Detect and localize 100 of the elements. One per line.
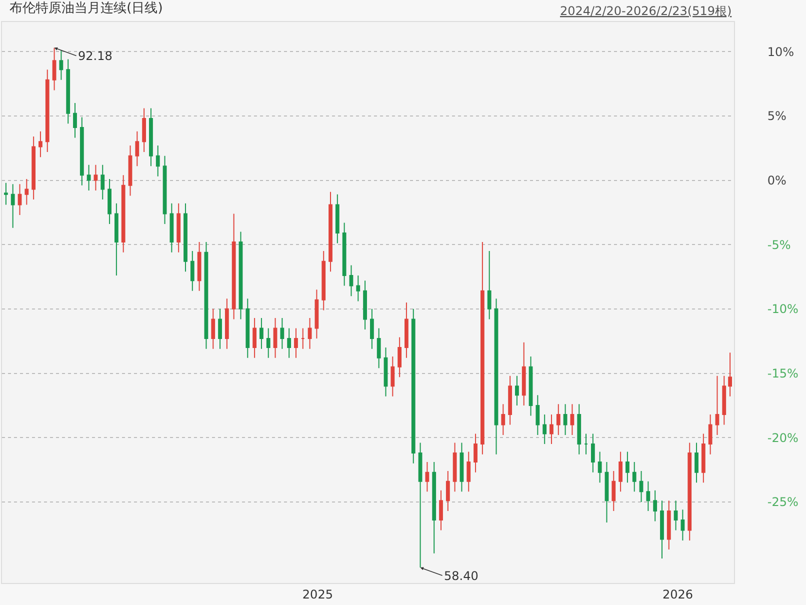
candlestick	[528, 356, 533, 416]
candlestick	[370, 308, 374, 350]
candlestick	[197, 242, 202, 292]
candlestick	[632, 462, 636, 492]
candlestick	[224, 298, 229, 350]
candlestick	[349, 264, 354, 297]
candlestick	[460, 442, 464, 492]
candlestick	[432, 462, 436, 554]
candlestick	[335, 194, 340, 244]
candlestick	[577, 404, 582, 455]
candlestick	[176, 202, 181, 253]
y-tick-label: -5%	[767, 238, 791, 252]
candlestick	[494, 298, 498, 455]
candlestick	[639, 470, 644, 502]
candlestick	[246, 298, 250, 358]
chart-subtitle: 2024/2/20-2026/2/23(519根)	[560, 4, 732, 18]
candlestick	[328, 191, 332, 272]
candlestick	[128, 145, 132, 196]
candlestick	[314, 289, 319, 340]
candlestick	[287, 328, 292, 358]
candlestick	[666, 500, 671, 550]
candlestick	[342, 222, 346, 286]
candlestick	[570, 404, 574, 436]
candlestick	[452, 442, 457, 492]
candlestick	[508, 375, 512, 426]
candlestick	[66, 58, 70, 124]
candlestick	[156, 145, 160, 177]
annotation: 92.18	[78, 49, 112, 63]
candlestick	[474, 433, 478, 473]
candlestick	[701, 433, 706, 484]
candlestick	[10, 184, 15, 228]
candlestick	[260, 317, 264, 350]
candlestick	[612, 470, 616, 512]
candlestick	[446, 470, 450, 512]
y-tick-label: -20%	[767, 430, 798, 445]
candlestick	[674, 500, 678, 531]
candlestick	[384, 347, 388, 397]
candlestick	[688, 442, 692, 542]
chart-title: 布伦特原油当月连续(日线)	[10, 1, 163, 16]
candlestick	[439, 490, 443, 531]
candlestick	[149, 108, 153, 167]
candlestick	[218, 308, 222, 350]
y-tick-label: -10%	[767, 302, 798, 316]
candlestick	[24, 178, 29, 206]
candlestick	[204, 242, 208, 350]
candlestick	[322, 250, 326, 311]
candlestick	[563, 404, 568, 436]
candlestick	[280, 317, 284, 350]
candlestick	[376, 328, 381, 369]
y-tick-label: 10%	[767, 44, 794, 59]
candlestick	[536, 394, 540, 436]
annotation: 58.40	[444, 569, 478, 583]
candlestick	[184, 202, 188, 272]
candlestick	[170, 202, 174, 253]
candlestick	[300, 328, 305, 350]
candlestick	[80, 116, 84, 186]
candlestick	[694, 442, 698, 484]
candlestick	[38, 130, 42, 158]
candlestick	[32, 136, 36, 200]
candlestick	[542, 414, 547, 445]
candlestick	[73, 102, 77, 138]
candlestick	[653, 490, 658, 522]
candlestick	[660, 500, 664, 560]
candlestick	[4, 182, 8, 206]
candlestick	[515, 375, 519, 406]
candlestick	[135, 130, 140, 167]
candlestick	[522, 342, 526, 406]
candlestick	[480, 242, 484, 455]
candlestick	[252, 317, 256, 358]
candlestick	[308, 317, 312, 350]
candlestick	[425, 462, 430, 492]
candlestick	[584, 433, 588, 455]
candlestick	[114, 202, 118, 276]
candlestick	[45, 69, 50, 152]
y-tick-label: -15%	[767, 366, 798, 380]
candlestick	[715, 375, 720, 436]
candlestick	[121, 174, 126, 253]
candlestick	[94, 164, 98, 192]
candlestick	[18, 184, 22, 216]
y-tick-label: 0%	[767, 173, 786, 188]
candlestick	[108, 178, 112, 225]
candlestick	[142, 108, 146, 152]
candlestick	[728, 352, 732, 397]
candlestick	[190, 250, 194, 292]
y-tick-label: -25%	[767, 495, 798, 510]
y-tick-label: 5%	[767, 109, 786, 124]
candlestick	[487, 250, 492, 320]
candlestick	[680, 509, 685, 542]
candlestick	[52, 47, 56, 91]
candlestick	[59, 50, 64, 80]
candlestick	[390, 356, 395, 397]
candlestick	[646, 480, 650, 512]
x-tick-label: 2025	[302, 587, 333, 602]
candlestick	[618, 451, 622, 492]
candlestick	[232, 213, 236, 320]
candlestick	[411, 308, 416, 464]
candlestick	[100, 164, 105, 200]
candlestick	[626, 451, 630, 484]
candlestick	[550, 414, 554, 445]
candlestick	[211, 308, 216, 350]
